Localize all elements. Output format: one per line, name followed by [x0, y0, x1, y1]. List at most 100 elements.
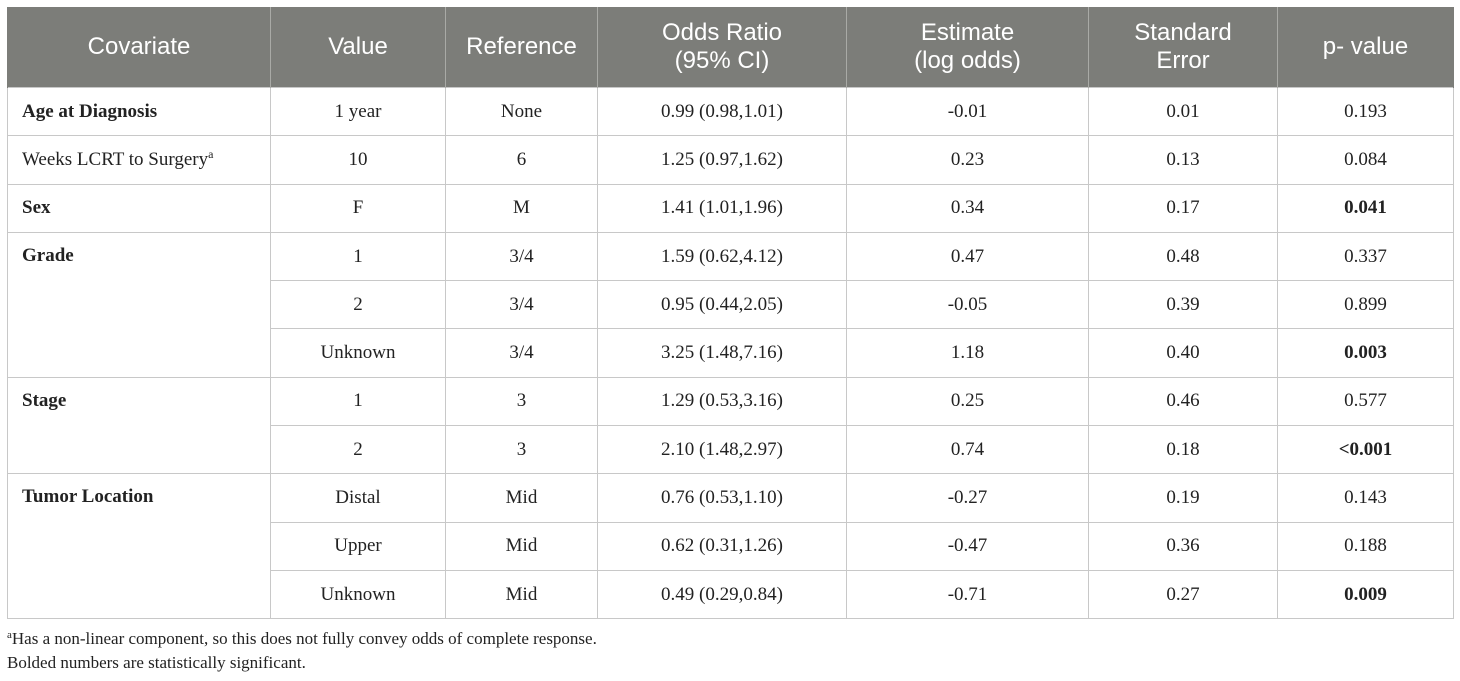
p-value-cell: <0.001 — [1277, 425, 1454, 475]
odds-ratio-cell: 0.62 (0.31,1.26) — [597, 521, 847, 571]
standard-error-cell: 0.46 — [1088, 376, 1278, 427]
reference-cell: Mid — [445, 473, 598, 523]
covariate-label: Stage — [22, 389, 67, 411]
table-row: Unknown 3/4 3.25 (1.48,7.16) 1.18 0.40 0.003 — [8, 328, 1454, 378]
reference-cell: 3/4 — [445, 231, 598, 282]
odds-ratio-cell: 1.29 (0.53,3.16) — [597, 376, 847, 427]
estimate-cell: 0.47 — [846, 231, 1089, 282]
header-value: Value — [270, 7, 446, 88]
table-row: Upper Mid 0.62 (0.31,1.26) -0.47 0.36 0.188 — [8, 521, 1454, 571]
table-row: Stage 1 3 1.29 (0.53,3.16) 0.25 0.46 0.577 — [7, 376, 1454, 475]
value-cell: Upper — [270, 521, 446, 571]
covariate-cell: Grade — [7, 231, 271, 378]
header-standard-error-line: Standard — [1134, 19, 1232, 46]
p-value-cell: 0.337 — [1277, 231, 1454, 282]
standard-error-cell: 0.17 — [1088, 183, 1278, 233]
header-reference-line: Reference — [466, 33, 577, 60]
footnotes: aHas a non-linear component, so this doe… — [7, 627, 597, 675]
odds-ratio-cell: 0.99 (0.98,1.01) — [597, 86, 847, 137]
header-odds-ratio: Odds Ratio (95% CI) — [597, 7, 847, 88]
odds-ratio-cell: 3.25 (1.48,7.16) — [597, 328, 847, 378]
table-row: 2 3/4 0.95 (0.44,2.05) -0.05 0.39 0.899 — [8, 280, 1454, 330]
header-standard-error: Standard Error — [1088, 7, 1278, 88]
table-row: 2 3 2.10 (1.48,2.97) 0.74 0.18 <0.001 — [8, 425, 1454, 475]
reference-cell: None — [445, 86, 598, 137]
standard-error-cell: 0.01 — [1088, 86, 1278, 137]
odds-ratio-cell: 1.25 (0.97,1.62) — [597, 135, 847, 185]
reference-cell: 6 — [445, 135, 598, 185]
footnote-a-text: Has a non-linear component, so this does… — [11, 629, 597, 648]
standard-error-cell: 0.19 — [1088, 473, 1278, 523]
value-cell: Distal — [270, 473, 446, 523]
footnote-bold-note: Bolded numbers are statistically signifi… — [7, 653, 306, 672]
estimate-cell: 1.18 — [846, 328, 1089, 378]
p-value-cell: 0.193 — [1277, 86, 1454, 137]
header-row: Covariate Value Reference Odds Ratio (95% CI… — [7, 7, 1454, 88]
header-estimate-line: (log odds) — [914, 47, 1021, 74]
footnote-a: aHas a non-linear component, so this doe… — [7, 627, 597, 651]
estimate-cell: -0.47 — [846, 521, 1089, 571]
reference-cell: M — [445, 183, 598, 233]
standard-error-cell: 0.39 — [1088, 280, 1278, 330]
odds-ratio-cell: 1.41 (1.01,1.96) — [597, 183, 847, 233]
table-header: Covariate Value Reference Odds Ratio (95% CI… — [7, 7, 1454, 88]
p-value-cell: 0.577 — [1277, 376, 1454, 427]
covariate-cell: Stage — [7, 376, 271, 475]
header-estimate: Estimate (log odds) — [846, 7, 1089, 88]
header-reference: Reference — [445, 7, 598, 88]
p-value-cell: 0.009 — [1277, 569, 1454, 620]
value-cell: 10 — [270, 135, 446, 185]
footnote-marker: a — [208, 146, 214, 161]
estimate-cell: -0.71 — [846, 569, 1089, 620]
odds-ratio-cell: 1.59 (0.62,4.12) — [597, 231, 847, 282]
header-estimate-line: Estimate — [920, 19, 1015, 46]
value-cell: 1 — [270, 231, 446, 282]
covariate-cell: Sex — [7, 183, 271, 233]
p-value-cell: 0.084 — [1277, 135, 1454, 185]
header-value-line: Value — [328, 33, 388, 60]
standard-error-cell: 0.13 — [1088, 135, 1278, 185]
estimate-cell: -0.01 — [846, 86, 1089, 137]
standard-error-cell: 0.48 — [1088, 231, 1278, 282]
reference-cell: Mid — [445, 569, 598, 620]
estimate-cell: 0.34 — [846, 183, 1089, 233]
reference-cell: 3 — [445, 425, 598, 475]
reference-cell: 3/4 — [445, 280, 598, 330]
estimate-cell: 0.23 — [846, 135, 1089, 185]
table-row: Tumor Location Distal Mid 0.76 (0.53,1.10) -… — [7, 473, 1454, 620]
header-covariate: Covariate — [7, 7, 271, 88]
header-p-value: p- value — [1277, 7, 1454, 88]
estimate-cell: -0.27 — [846, 473, 1089, 523]
covariate-cell: Weeks LCRT to Surgerya — [7, 135, 271, 185]
p-value-cell: 0.188 — [1277, 521, 1454, 571]
p-value-cell: 0.003 — [1277, 328, 1454, 378]
covariate-label: Tumor Location — [22, 486, 154, 508]
estimate-cell: -0.05 — [846, 280, 1089, 330]
p-value-cell: 0.899 — [1277, 280, 1454, 330]
header-covariate-line: Covariate — [87, 33, 191, 60]
odds-ratio-table: Covariate Value Reference Odds Ratio (95% CI… — [7, 7, 1454, 620]
value-cell: F — [270, 183, 446, 233]
table-body: Age at Diagnosis 1 year None 0.99 (0.98,1.0… — [7, 86, 1454, 620]
odds-ratio-cell: 0.76 (0.53,1.10) — [597, 473, 847, 523]
value-cell: 2 — [270, 425, 446, 475]
standard-error-cell: 0.40 — [1088, 328, 1278, 378]
reference-cell: 3 — [445, 376, 598, 427]
covariate-label: Grade — [22, 244, 74, 266]
value-cell: Unknown — [270, 328, 446, 378]
p-value-cell: 0.041 — [1277, 183, 1454, 233]
regression-table-container: Covariate Value Reference Odds Ratio (95% CI… — [7, 7, 1454, 620]
header-odds-ratio-line: Odds Ratio — [661, 19, 783, 46]
estimate-cell: 0.25 — [846, 376, 1089, 427]
header-standard-error-line: Error — [1156, 47, 1210, 74]
estimate-cell: 0.74 — [846, 425, 1089, 475]
odds-ratio-cell: 0.49 (0.29,0.84) — [597, 569, 847, 620]
p-value-cell: 0.143 — [1277, 473, 1454, 523]
header-p-value-line: p- value — [1322, 33, 1409, 60]
reference-cell: Mid — [445, 521, 598, 571]
header-odds-ratio-line: (95% CI) — [674, 47, 770, 74]
odds-ratio-cell: 0.95 (0.44,2.05) — [597, 280, 847, 330]
table-row: Age at Diagnosis 1 year None 0.99 (0.98,1.0… — [7, 86, 1454, 137]
covariate-cell: Tumor Location — [7, 473, 271, 620]
value-cell: 1 year — [270, 86, 446, 137]
